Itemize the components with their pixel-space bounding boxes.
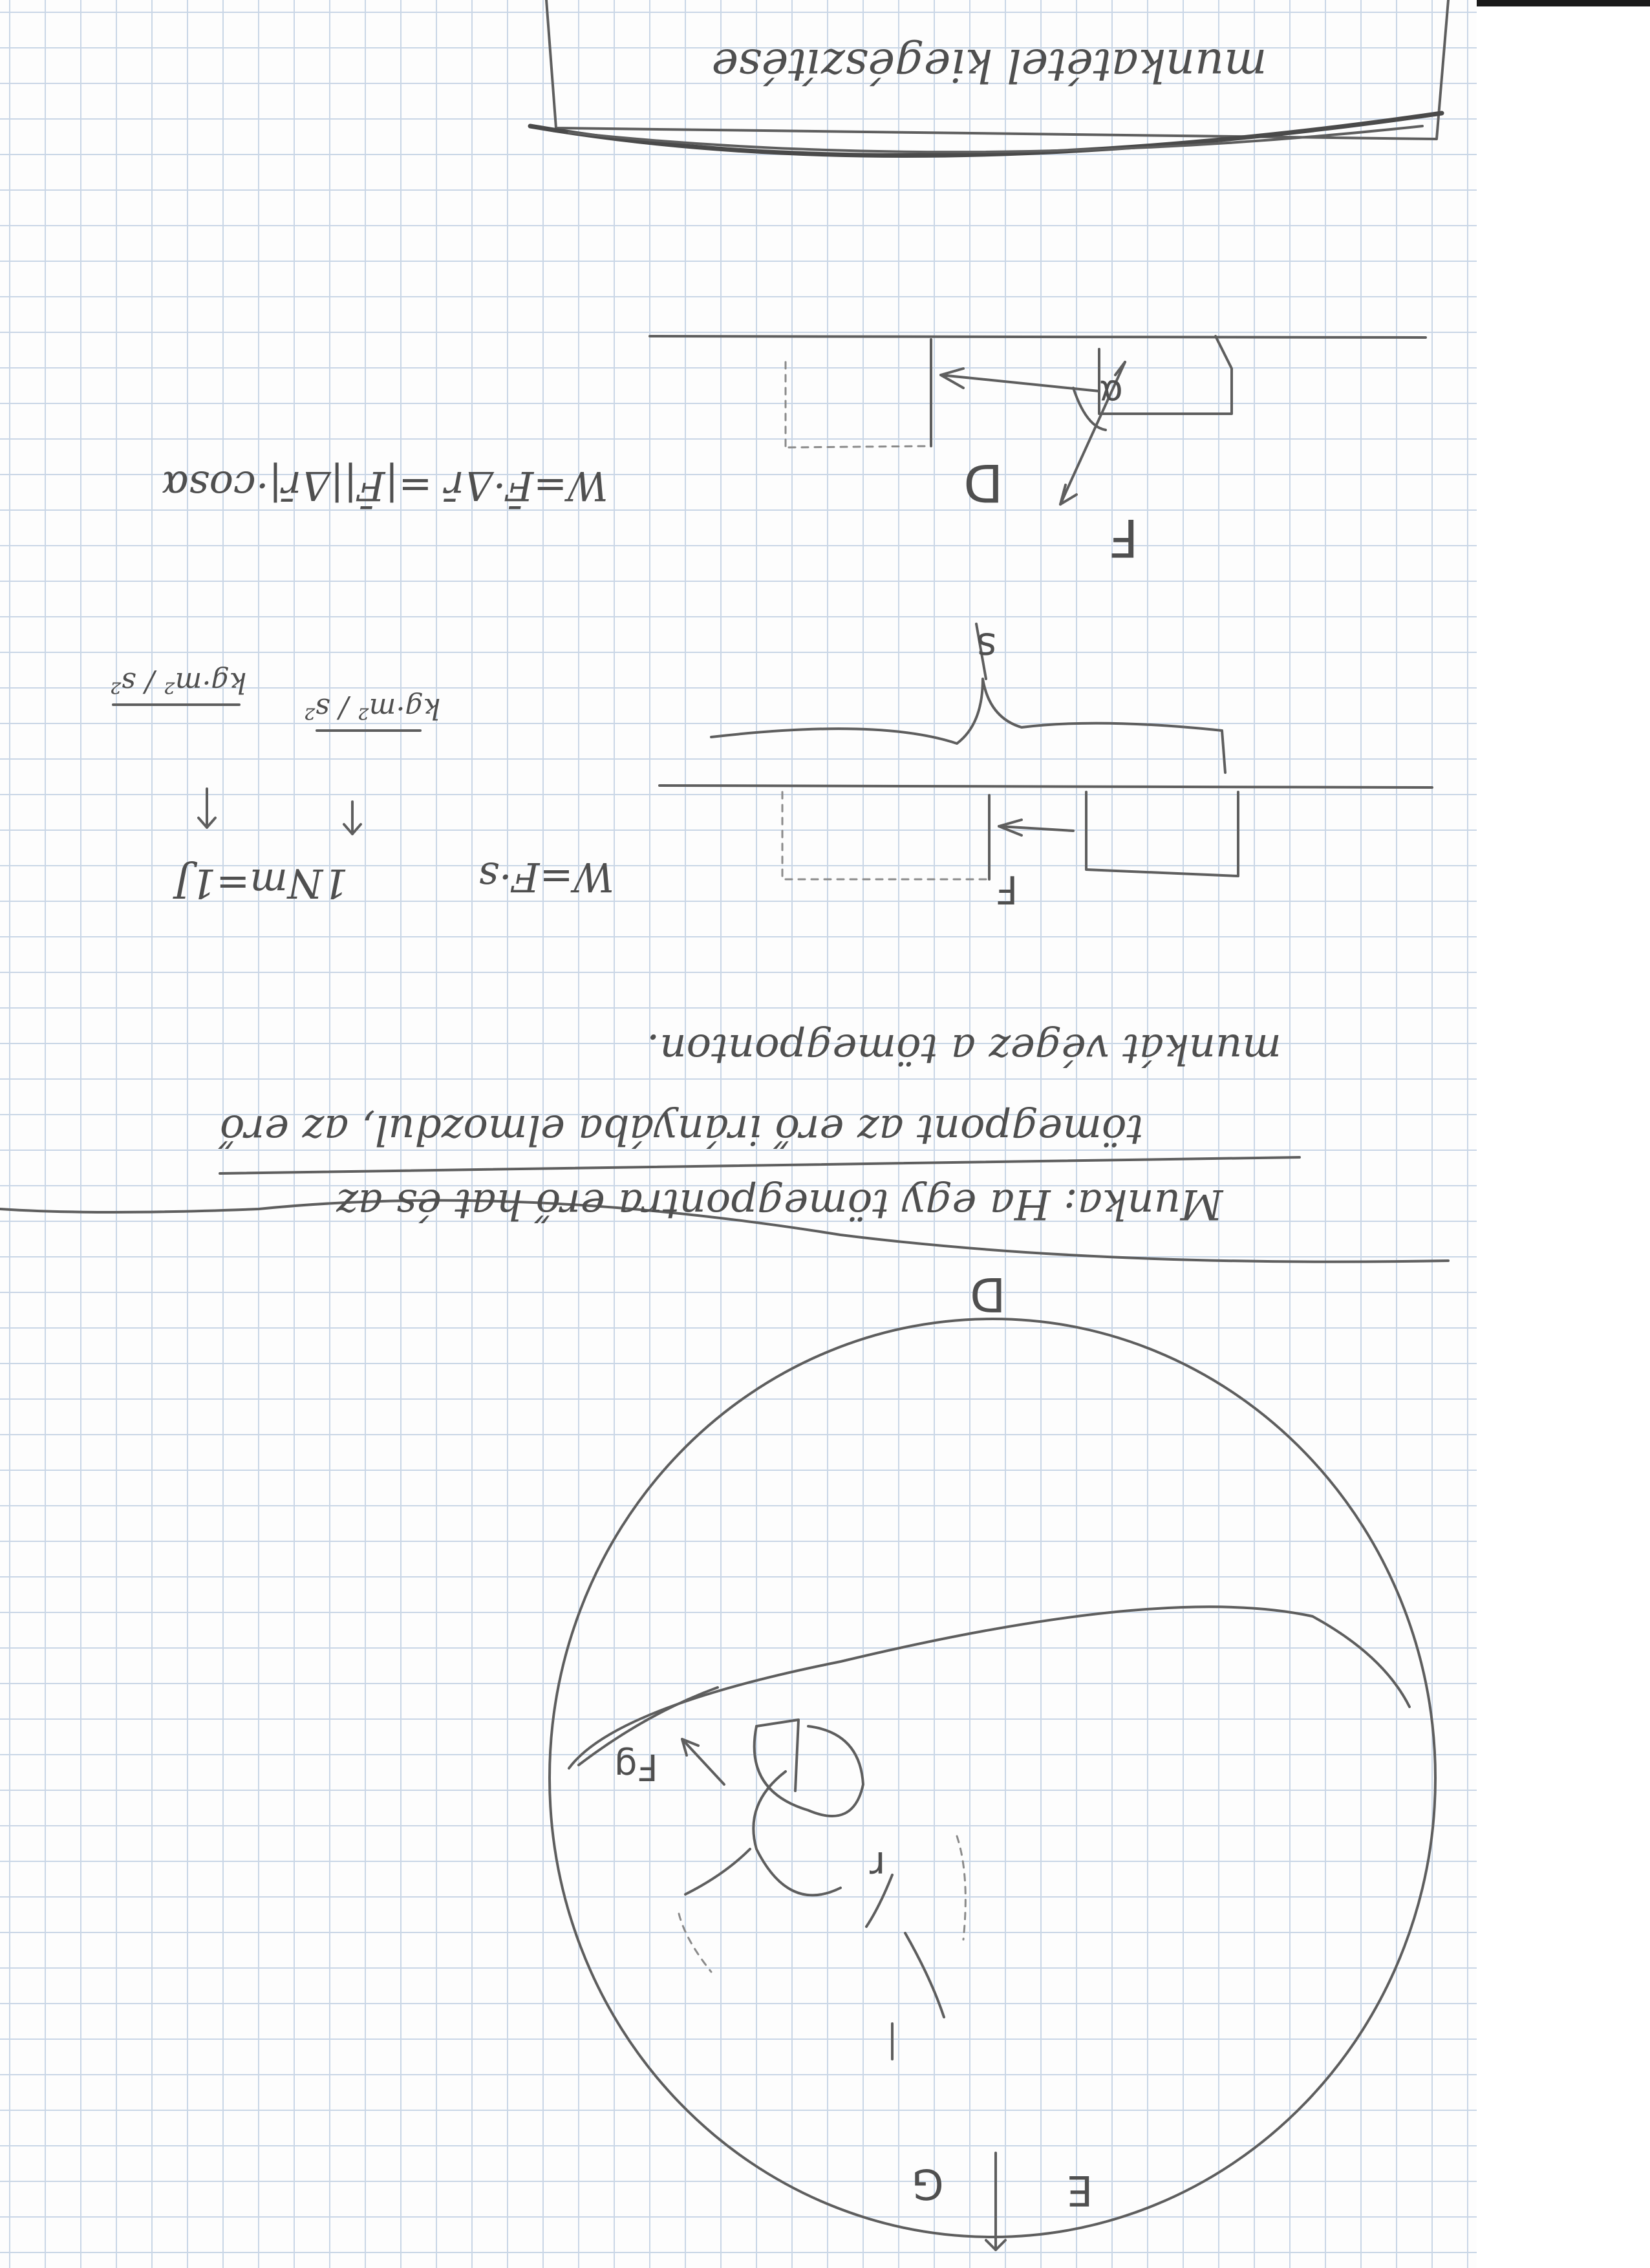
label-f-middle: F	[996, 866, 1018, 912]
unit-kgm2-s2-b: kg·m² / s²	[110, 666, 247, 699]
page-margin	[1477, 0, 1650, 2268]
label-g-bottom: G	[912, 2159, 944, 2207]
formula-work-vector: W=F̄·Δr̄ =|F̄||Δr̄|·cosα	[162, 462, 608, 509]
scan-edge	[1477, 0, 1650, 6]
formula-units: 1Nm=1J	[175, 860, 348, 907]
definition-line-1: Munka: Ha egy tömegpontra erő hat és az	[336, 1180, 1223, 1228]
unit-kgm2-s2-a: kg·m² / s²	[304, 692, 441, 725]
title-box-text: munkatétel kiegészítése	[711, 39, 1267, 92]
label-alpha: α	[1099, 372, 1123, 414]
label-f-top: F	[1109, 508, 1139, 568]
definition-line-2: tömegpont az erő irányába elmozdul, az e…	[220, 1106, 1144, 1153]
section-divider	[0, 1199, 1450, 1263]
definition-line-3: munkát végez a tömegponton.	[647, 1025, 1281, 1073]
circle-diagram	[548, 1318, 1437, 2251]
label-s: s	[976, 624, 997, 669]
label-fg: Fg	[614, 1746, 658, 1788]
formula-w-fs: W=F·s	[478, 853, 615, 901]
label-d-bottom: D	[970, 1267, 1006, 1321]
force-diagram-middle	[658, 623, 1433, 881]
label-d-top: D	[963, 453, 1003, 513]
definition-underline	[219, 1156, 1301, 1175]
label-e-bottom: E	[1067, 2166, 1093, 2214]
title-box	[528, 0, 1450, 158]
label-r: r	[870, 1843, 886, 1888]
force-diagram-top	[648, 335, 1427, 506]
unit-arrows	[112, 703, 422, 835]
